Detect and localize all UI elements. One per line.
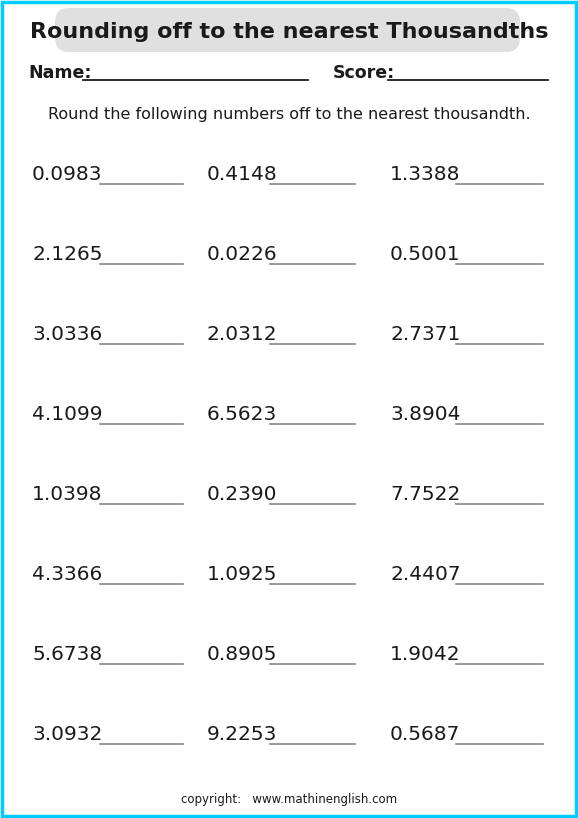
Text: 1.9042: 1.9042 xyxy=(390,645,461,664)
Text: 0.2390: 0.2390 xyxy=(207,486,277,505)
Text: 0.0226: 0.0226 xyxy=(207,245,277,264)
Text: 6.5623: 6.5623 xyxy=(207,406,277,425)
FancyBboxPatch shape xyxy=(55,8,520,52)
Text: 3.0336: 3.0336 xyxy=(32,326,102,344)
Text: 0.5001: 0.5001 xyxy=(390,245,461,264)
Text: 1.0398: 1.0398 xyxy=(32,486,102,505)
Text: 2.0312: 2.0312 xyxy=(207,326,277,344)
Text: 0.4148: 0.4148 xyxy=(207,165,278,185)
Text: Round the following numbers off to the nearest thousandth.: Round the following numbers off to the n… xyxy=(48,107,530,123)
Text: Score:: Score: xyxy=(333,64,395,82)
Text: 1.0925: 1.0925 xyxy=(207,565,277,585)
Text: 0.5687: 0.5687 xyxy=(390,726,460,744)
Text: 2.1265: 2.1265 xyxy=(32,245,102,264)
Text: 3.0932: 3.0932 xyxy=(32,726,102,744)
Text: 2.7371: 2.7371 xyxy=(390,326,460,344)
Text: 1.3388: 1.3388 xyxy=(390,165,461,185)
Text: copyright:   www.mathinenglish.com: copyright: www.mathinenglish.com xyxy=(181,793,397,807)
Text: Name:: Name: xyxy=(28,64,91,82)
Text: 0.8905: 0.8905 xyxy=(207,645,277,664)
Text: 4.1099: 4.1099 xyxy=(32,406,102,425)
Text: Rounding off to the nearest Thousandths: Rounding off to the nearest Thousandths xyxy=(29,22,549,42)
Text: 3.8904: 3.8904 xyxy=(390,406,461,425)
Text: 5.6738: 5.6738 xyxy=(32,645,102,664)
Text: 0.0983: 0.0983 xyxy=(32,165,102,185)
Text: 9.2253: 9.2253 xyxy=(207,726,277,744)
Text: 4.3366: 4.3366 xyxy=(32,565,102,585)
Text: 7.7522: 7.7522 xyxy=(390,486,460,505)
Text: 2.4407: 2.4407 xyxy=(390,565,461,585)
